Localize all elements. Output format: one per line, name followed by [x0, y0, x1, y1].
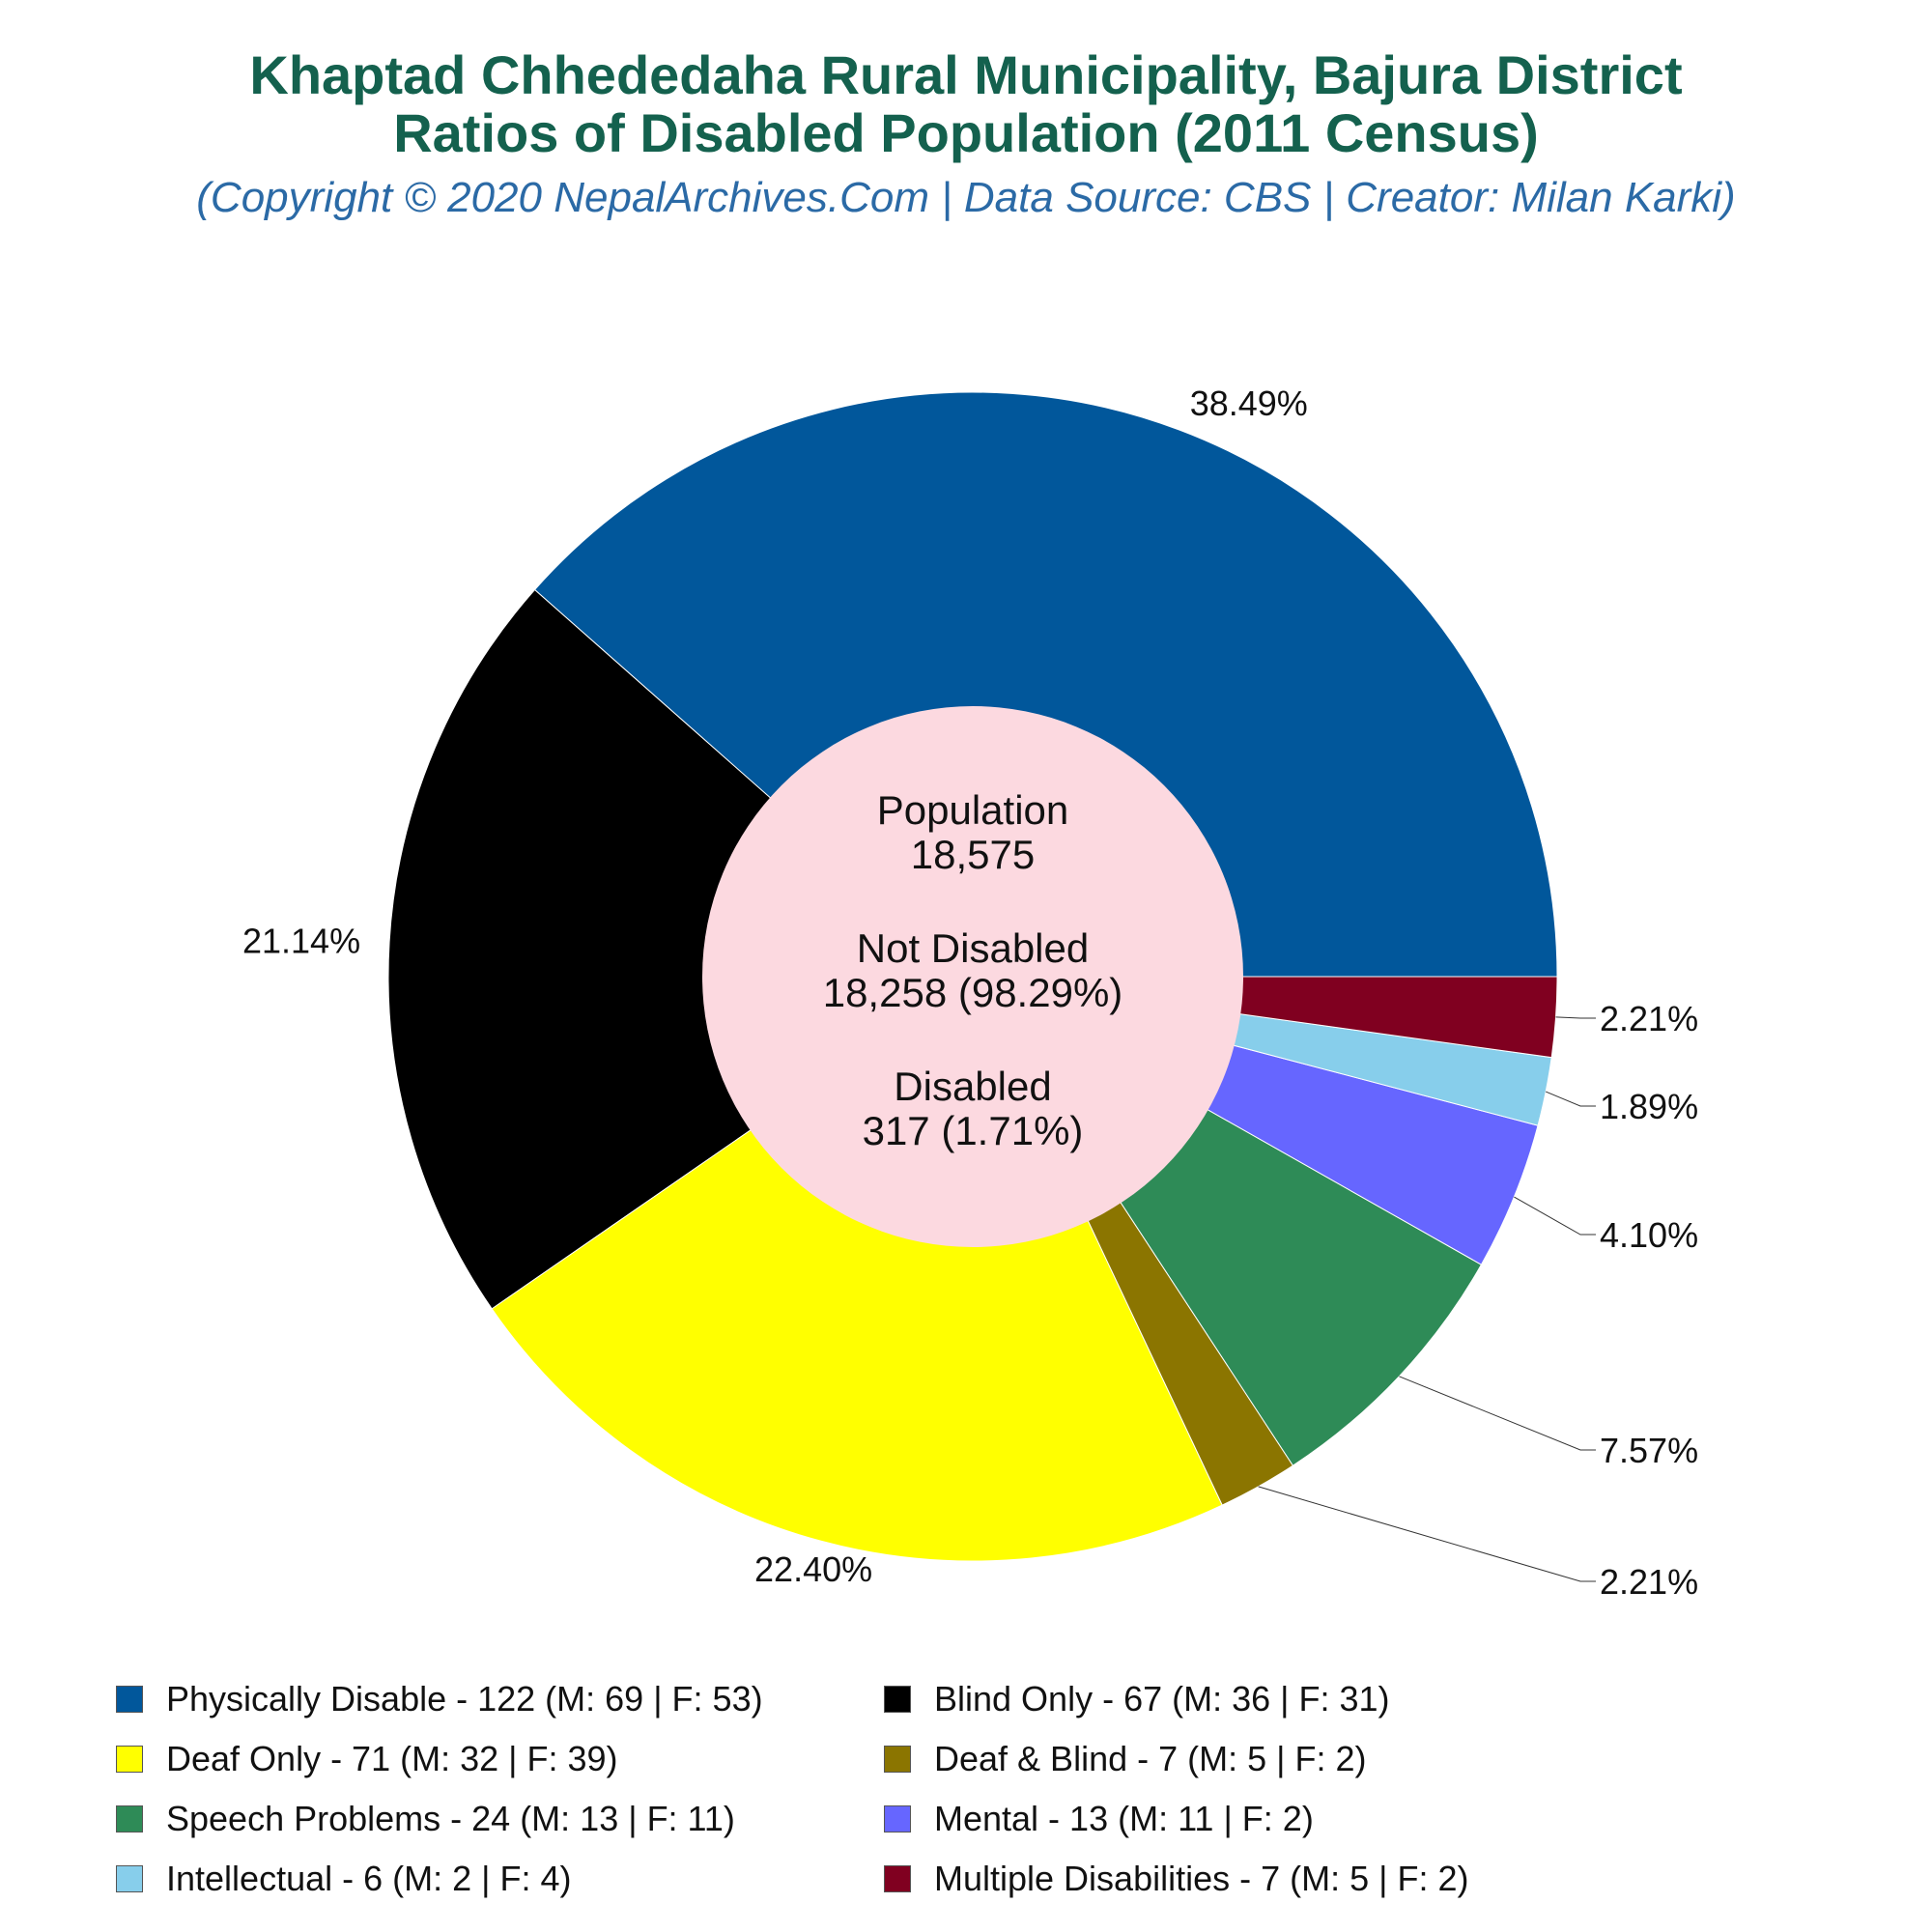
legend-swatch [116, 1746, 143, 1773]
center-not-disabled-value: 18,258 (98.29%) [823, 970, 1123, 1015]
legend-label: Physically Disable - 122 (M: 69 | F: 53) [166, 1679, 763, 1719]
leader-line [1555, 1016, 1596, 1019]
legend-item: Physically Disable - 122 (M: 69 | F: 53) [116, 1678, 763, 1720]
legend-item: Deaf Only - 71 (M: 32 | F: 39) [116, 1738, 618, 1780]
center-disabled-value: 317 (1.71%) [863, 1108, 1084, 1153]
legend-item: Intellectual - 6 (M: 2 | F: 4) [116, 1858, 571, 1900]
legend-label: Intellectual - 6 (M: 2 | F: 4) [166, 1859, 572, 1898]
legend-label: Deaf Only - 71 (M: 32 | F: 39) [166, 1739, 618, 1778]
center-circle [702, 706, 1243, 1247]
legend-item: Deaf & Blind - 7 (M: 5 | F: 2) [884, 1738, 1367, 1780]
leader-line [1514, 1196, 1596, 1236]
percent-label-physically-disable: 38.49% [1190, 384, 1308, 423]
percent-label-blind-only: 21.14% [242, 921, 360, 960]
center-disabled-label: Disabled [894, 1064, 1051, 1109]
legend-item: Multiple Disabilities - 7 (M: 5 | F: 2) [884, 1858, 1468, 1900]
legend-label: Speech Problems - 24 (M: 13 | F: 11) [166, 1799, 735, 1838]
center-not-disabled-label: Not Disabled [857, 925, 1089, 971]
legend-label: Blind Only - 67 (M: 36 | F: 31) [934, 1679, 1390, 1719]
legend-swatch [884, 1805, 911, 1833]
leader-lines [1258, 1016, 1596, 1582]
legend-item: Speech Problems - 24 (M: 13 | F: 11) [116, 1798, 735, 1840]
legend-label: Mental - 13 (M: 11 | F: 2) [934, 1799, 1314, 1838]
legend-label: Multiple Disabilities - 7 (M: 5 | F: 2) [934, 1859, 1469, 1898]
legend-swatch [884, 1686, 911, 1713]
leader-line [1546, 1091, 1596, 1107]
legend-item: Mental - 13 (M: 11 | F: 2) [884, 1798, 1314, 1840]
legend-swatch [116, 1686, 143, 1713]
percent-label-mental: 4.10% [1600, 1215, 1698, 1255]
leader-line [1258, 1486, 1596, 1582]
pie-slice-physically-disable [533, 391, 1558, 978]
leader-line [1399, 1376, 1596, 1451]
chart-title: Khaptad Chhededaha Rural Municipality, B… [249, 44, 1683, 105]
percent-label-deaf-only: 22.40% [754, 1549, 872, 1589]
percent-label-deaf-blind: 2.21% [1600, 1562, 1698, 1602]
donut-chart: Population 18,575 Not Disabled 18,258 (9… [242, 384, 1698, 1602]
percent-label-speech-problems: 7.57% [1600, 1431, 1698, 1470]
chart-subtitle: (Copyright © 2020 NepalArchives.Com | Da… [196, 174, 1736, 221]
legend-label: Deaf & Blind - 7 (M: 5 | F: 2) [934, 1739, 1367, 1778]
legend-swatch [116, 1865, 143, 1892]
center-population-label: Population [877, 787, 1069, 833]
pie-slice-blind-only [387, 588, 974, 1310]
percent-label-intellectual: 1.89% [1600, 1087, 1698, 1126]
legend-item: Blind Only - 67 (M: 36 | F: 31) [884, 1678, 1390, 1720]
legend-swatch [884, 1865, 911, 1892]
center-population-value: 18,575 [911, 832, 1035, 877]
legend-swatch [884, 1746, 911, 1773]
percent-label-multiple-disabilities: 2.21% [1600, 999, 1698, 1038]
legend-swatch [116, 1805, 143, 1833]
center-text: Population 18,575 Not Disabled 18,258 (9… [823, 787, 1123, 1153]
percent-labels: 38.49% 21.14% 22.40% 2.21% 7.57% 4.10% 1.89% 2.… [242, 384, 1698, 1602]
chart-title-line2: Ratios of Disabled Population (2011 Cens… [393, 102, 1539, 163]
